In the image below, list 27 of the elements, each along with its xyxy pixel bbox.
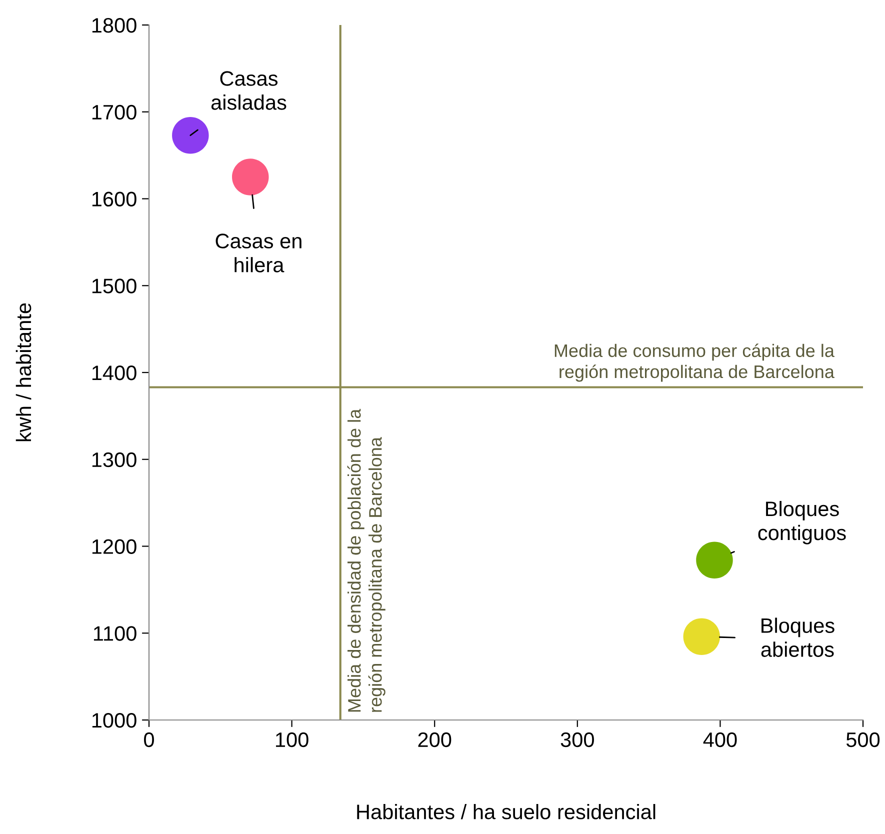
- y-tick-label: 1000: [92, 713, 136, 728]
- y-tick-label: 1300: [92, 452, 136, 468]
- annotation: Bloques abiertos: [761, 618, 834, 657]
- point: [696, 542, 733, 579]
- annotation: Casas aisladas: [211, 71, 286, 110]
- y-tick-label: 1400: [92, 366, 136, 380]
- point: [683, 618, 720, 655]
- x-tick-label: 0: [144, 732, 154, 748]
- y-tick-label: 1800: [92, 18, 136, 33]
- x-tick-label: 100: [276, 732, 308, 748]
- annotation: Casas en hilera: [216, 234, 302, 272]
- y-axis-title: kwh / habitante: [16, 303, 32, 442]
- y-tick-label: 1100: [94, 626, 136, 641]
- x-tick-label: 200: [418, 732, 452, 748]
- y-tick-label: 1200: [92, 539, 136, 554]
- y-tick-label: 1500: [92, 278, 136, 294]
- y-tick-label: 1700: [92, 104, 136, 120]
- annotation: Bloques contiguos: [758, 500, 846, 544]
- x-tick-label: 300: [560, 732, 594, 748]
- x-axis-title: Habitantes / ha suelo residencial: [357, 804, 656, 820]
- point: [232, 158, 269, 196]
- ref-line-label: Media de consumo per cápita de la región metropolitana de Barcelona: [554, 344, 834, 382]
- point: [172, 116, 209, 154]
- y-tick-label: 1600: [92, 192, 136, 207]
- x-tick-label: 500: [846, 732, 880, 748]
- x-tick-label: 400: [703, 732, 737, 748]
- ref-line-label: Media de densidad de población de la región metropolitana de Barcelona: [347, 408, 386, 712]
